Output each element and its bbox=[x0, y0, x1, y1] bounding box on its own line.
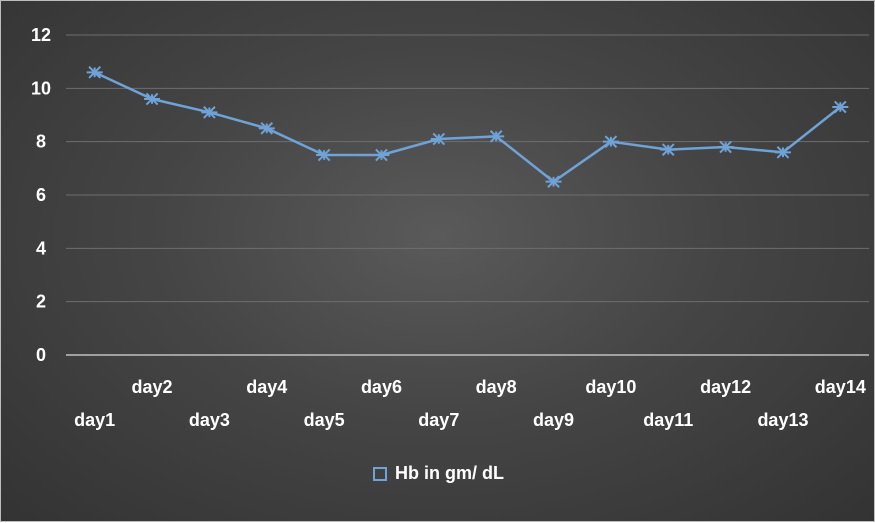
data-point bbox=[373, 148, 390, 162]
x-tick-label: day2 bbox=[132, 377, 173, 397]
data-point bbox=[602, 135, 619, 148]
y-tick-label: 10 bbox=[31, 78, 51, 98]
x-tick-label: day5 bbox=[304, 410, 345, 430]
data-point bbox=[488, 130, 505, 143]
x-tick-label: day4 bbox=[246, 377, 287, 397]
x-tick-label: day10 bbox=[585, 377, 636, 397]
x-tick-label: day1 bbox=[74, 410, 115, 430]
x-tick-label: day14 bbox=[815, 377, 866, 397]
data-point bbox=[86, 66, 103, 79]
legend-swatch bbox=[373, 466, 387, 481]
data-point bbox=[774, 146, 791, 159]
data-point bbox=[660, 143, 677, 156]
x-tick-label: day11 bbox=[643, 410, 693, 430]
data-point bbox=[201, 106, 218, 119]
legend: Hb in gm/ dL bbox=[1, 463, 875, 484]
x-tick-label: day13 bbox=[757, 410, 808, 430]
y-tick-label: 0 bbox=[36, 345, 46, 365]
data-point bbox=[258, 122, 275, 135]
data-point bbox=[430, 132, 447, 146]
series-line bbox=[94, 71, 842, 184]
x-tick-label: day8 bbox=[476, 377, 517, 397]
x-tick-label: day3 bbox=[189, 410, 230, 430]
y-tick-label: 12 bbox=[31, 25, 51, 45]
data-point bbox=[144, 92, 161, 106]
x-tick-label: day12 bbox=[700, 377, 751, 397]
data-point bbox=[545, 175, 562, 188]
legend-label: Hb in gm/ dL bbox=[395, 463, 504, 483]
x-tick-label: day6 bbox=[361, 377, 402, 397]
data-point bbox=[717, 140, 734, 154]
x-tick-label: day7 bbox=[418, 410, 459, 430]
y-tick-label: 4 bbox=[36, 238, 46, 258]
data-point bbox=[832, 100, 849, 114]
data-point bbox=[316, 148, 333, 162]
y-tick-label: 8 bbox=[36, 132, 46, 152]
x-tick-label: day9 bbox=[533, 410, 574, 430]
y-tick-label: 2 bbox=[36, 292, 46, 312]
y-tick-label: 6 bbox=[36, 185, 46, 205]
